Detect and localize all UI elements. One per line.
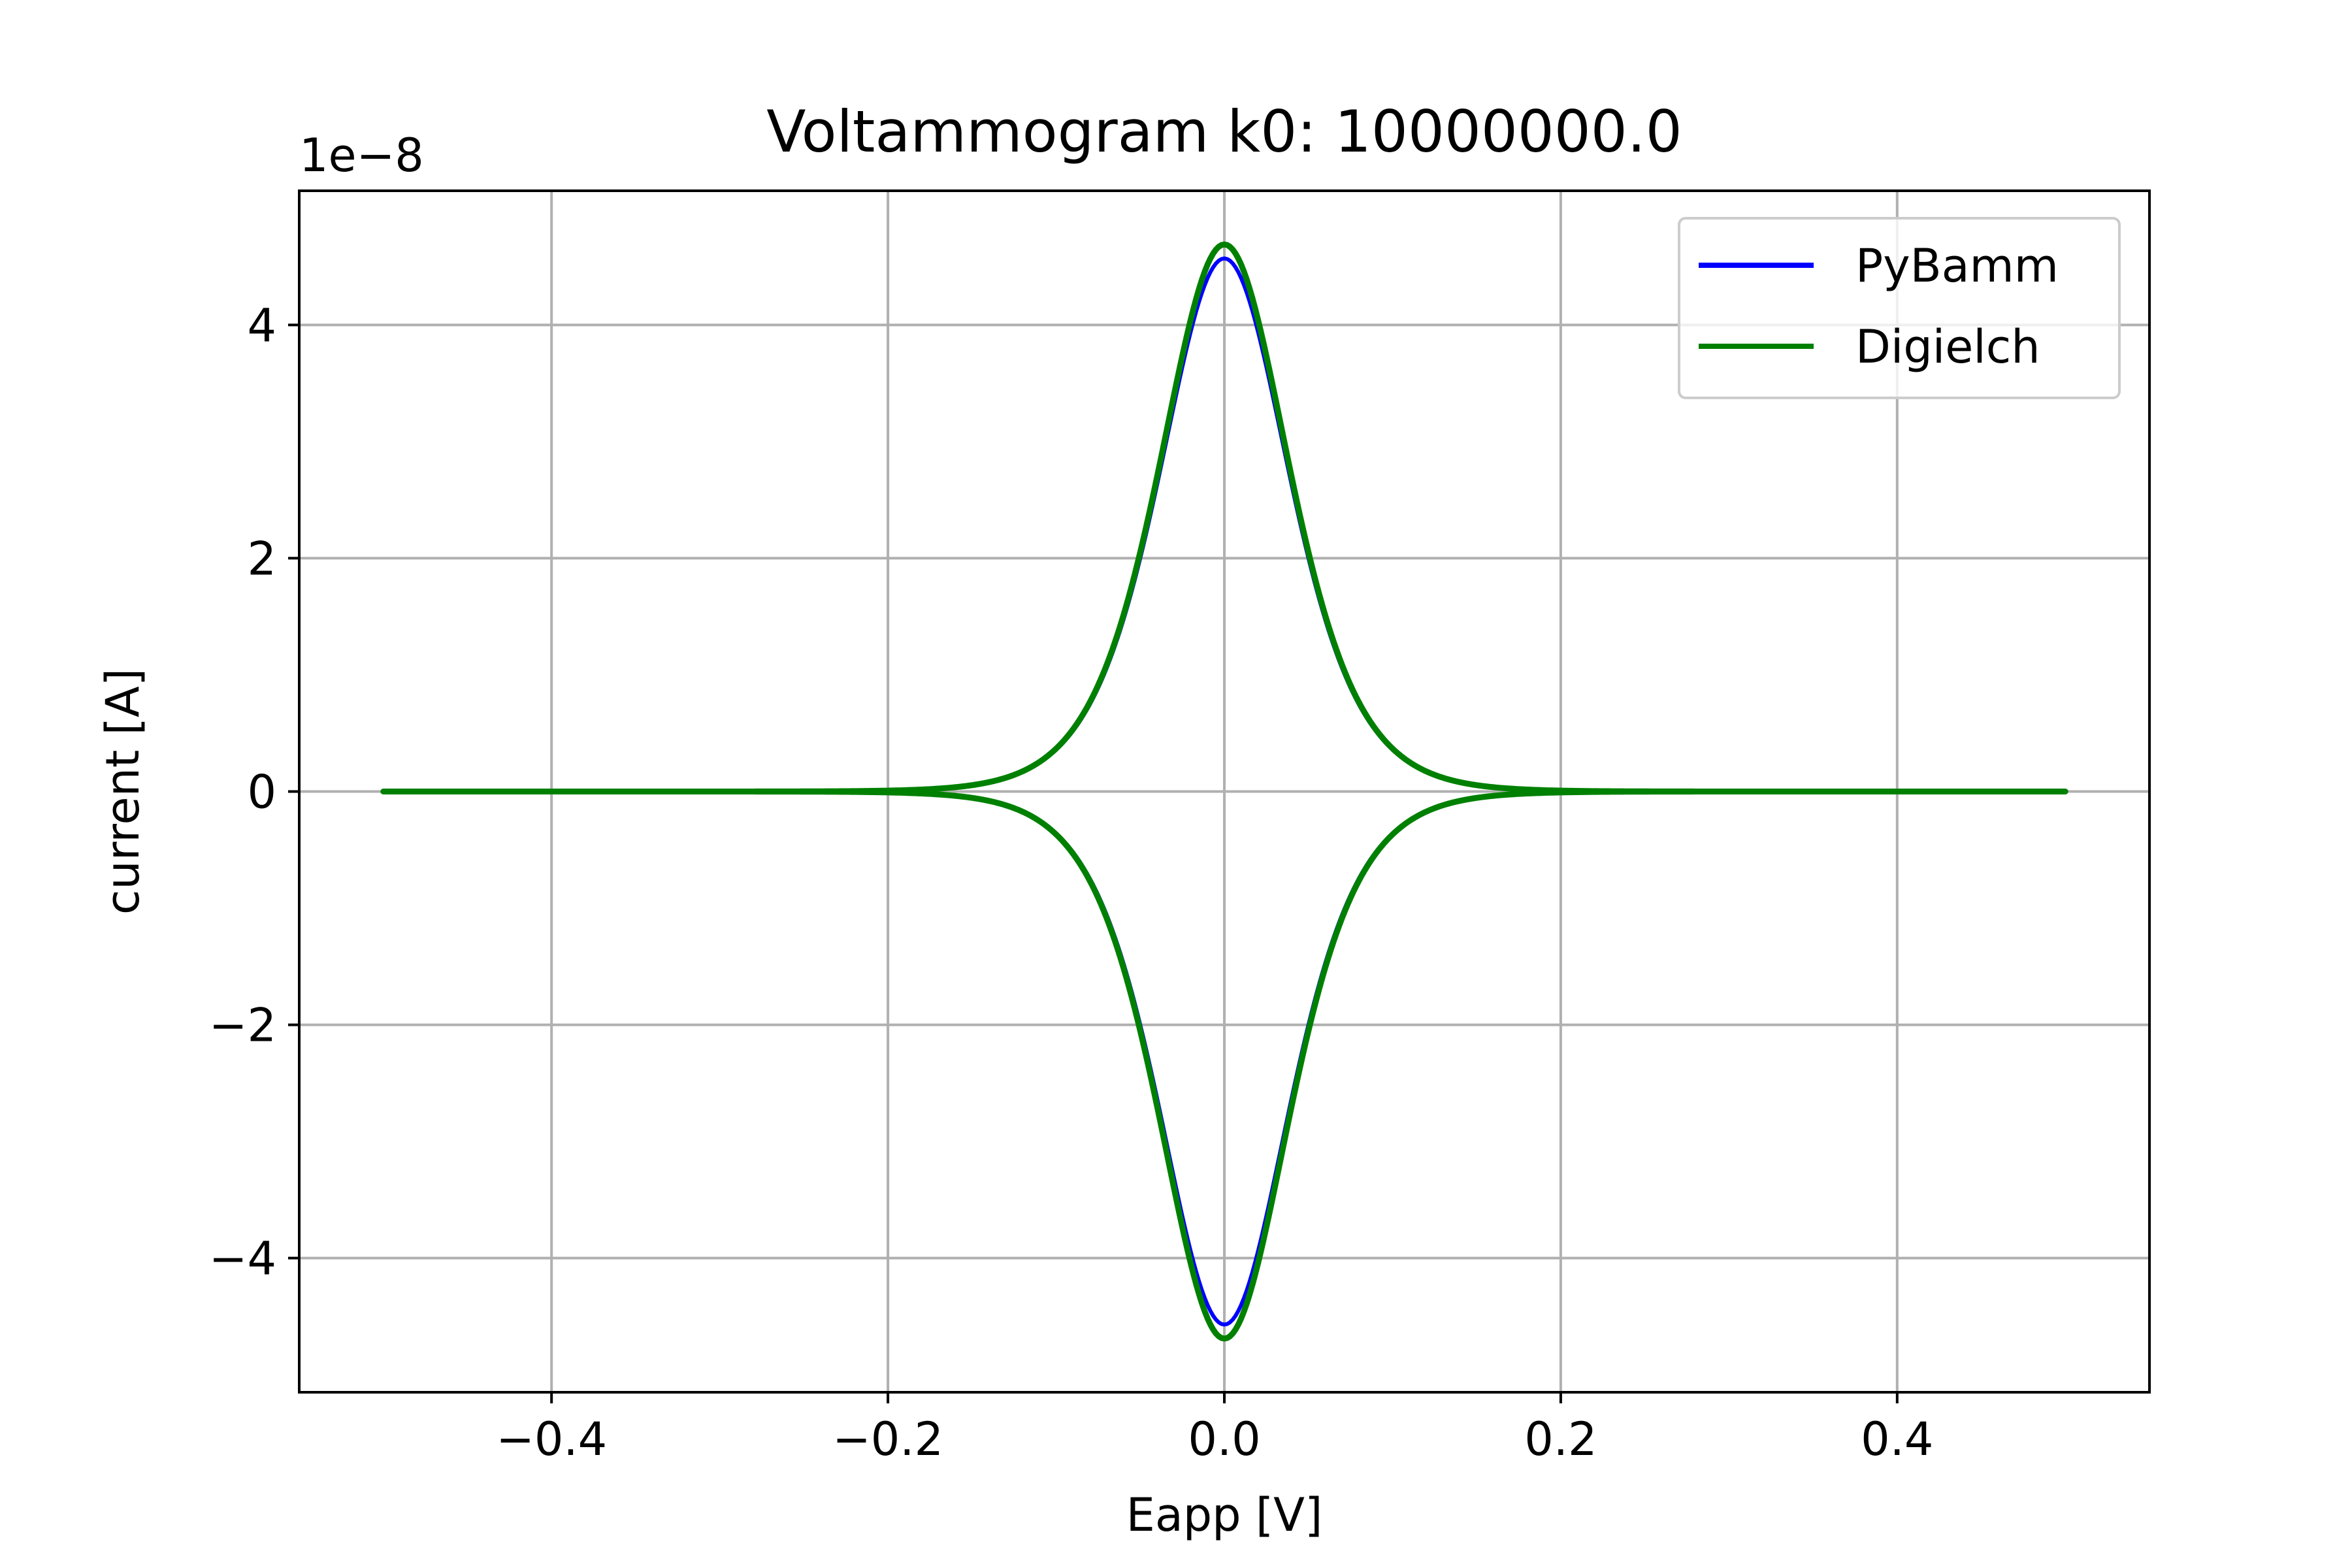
legend-label-digielch: Digielch — [1855, 320, 2040, 374]
x-tick-label: 0.4 — [1861, 1413, 1933, 1466]
x-tick-label: 0.0 — [1188, 1413, 1260, 1466]
y-tick-label: 2 — [247, 532, 276, 585]
x-axis-label: Eapp [V] — [1126, 1488, 1323, 1542]
y-axis-offset-label: 1e−8 — [299, 129, 424, 182]
x-tick-label: −0.2 — [832, 1413, 943, 1466]
series-lines — [380, 241, 2068, 1342]
legend-label-pybamm: PyBamm — [1855, 239, 2059, 293]
axis-ticks: −0.4 −0.2 0.0 0.2 0.4 −4 −2 0 2 4 — [209, 299, 1934, 1466]
y-tick-label: −4 — [209, 1232, 276, 1286]
y-tick-label: −2 — [209, 999, 276, 1053]
legend: PyBamm Digielch — [1678, 217, 2121, 399]
chart-title: Voltammogram k0: 10000000.0 — [766, 98, 1682, 165]
x-tick-label: −0.4 — [496, 1413, 607, 1466]
x-tick-label: 0.2 — [1524, 1413, 1597, 1466]
series-line-digielch — [380, 241, 2068, 1342]
y-tick-label: 0 — [247, 766, 276, 819]
y-axis-label: current [A] — [96, 668, 150, 915]
y-tick-label: 4 — [247, 299, 276, 352]
